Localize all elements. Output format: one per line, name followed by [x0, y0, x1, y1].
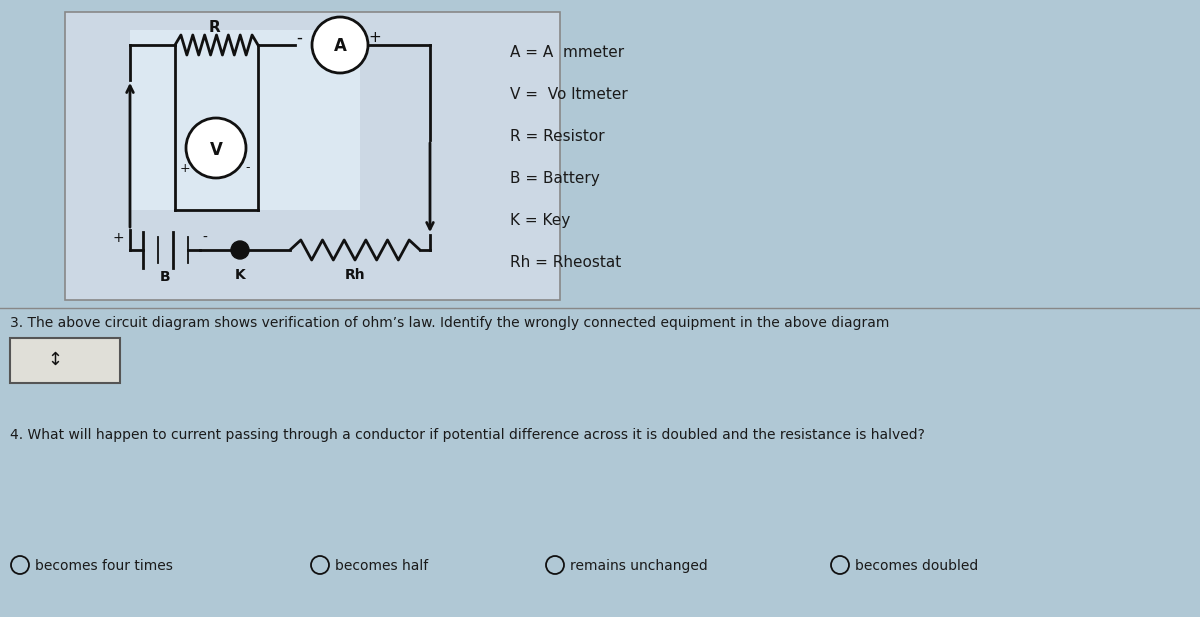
Text: R: R	[209, 20, 221, 36]
Text: Rh = Rheostat: Rh = Rheostat	[510, 255, 622, 270]
Text: +: +	[368, 30, 380, 46]
Bar	[65, 12, 560, 300]
Text: +: +	[180, 162, 191, 175]
Text: 3. The above circuit diagram shows verification of ohm’s law. Identify the wrong: 3. The above circuit diagram shows verif…	[10, 316, 889, 330]
Text: K: K	[235, 268, 245, 282]
Text: A = A  mmeter: A = A mmeter	[510, 45, 624, 60]
Text: -: -	[203, 231, 208, 245]
Circle shape	[230, 241, 250, 259]
Text: 4. What will happen to current passing through a conductor if potential differen: 4. What will happen to current passing t…	[10, 428, 925, 442]
Text: becomes doubled: becomes doubled	[854, 559, 978, 573]
Text: V: V	[210, 141, 222, 159]
Text: B: B	[160, 270, 170, 284]
Circle shape	[186, 118, 246, 178]
Text: R = Resistor: R = Resistor	[510, 129, 605, 144]
Circle shape	[312, 17, 368, 73]
Text: Rh: Rh	[344, 268, 365, 282]
Text: -: -	[246, 162, 251, 175]
Text: K = Key: K = Key	[510, 213, 570, 228]
Text: +: +	[112, 231, 124, 245]
Text: remains unchanged: remains unchanged	[570, 559, 708, 573]
Bar	[10, 338, 120, 383]
Text: B = Battery: B = Battery	[510, 171, 600, 186]
Text: becomes half: becomes half	[335, 559, 428, 573]
Text: V =  Vo ltmeter: V = Vo ltmeter	[510, 87, 628, 102]
Text: ↕: ↕	[48, 351, 62, 369]
Text: -: -	[296, 29, 302, 47]
Bar	[130, 30, 360, 210]
Text: becomes four times: becomes four times	[35, 559, 173, 573]
Text: A: A	[334, 37, 347, 55]
